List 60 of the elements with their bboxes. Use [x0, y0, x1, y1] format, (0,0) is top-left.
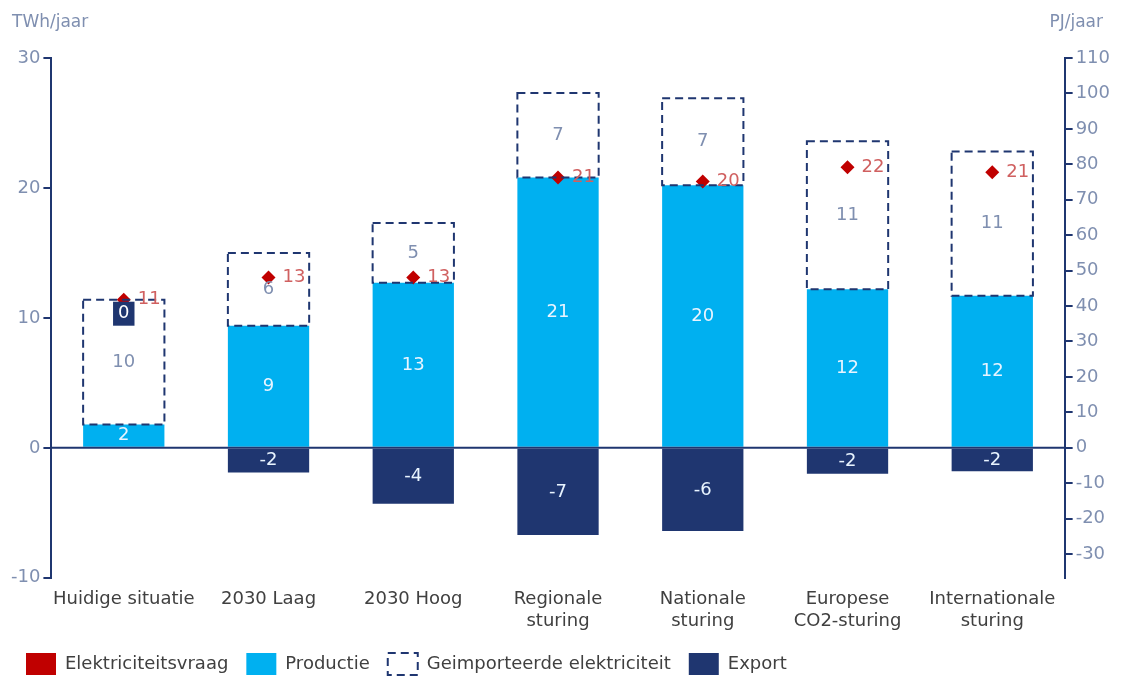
data-label: 21 [1006, 160, 1030, 182]
data-label: 13 [427, 265, 451, 287]
y2-tick-label: 60 [1075, 222, 1099, 244]
data-label: 10 [112, 349, 136, 371]
data-label: -2 [838, 449, 857, 471]
data-label: 11 [836, 202, 859, 224]
y-tick-label: -10 [10, 565, 41, 587]
data-label: -2 [259, 448, 278, 470]
y-tick-label: 0 [28, 435, 41, 457]
y2-tick-label: 90 [1075, 116, 1099, 138]
y2-tick-label: 10 [1075, 400, 1099, 421]
data-label: 6 [262, 276, 275, 298]
y-tick-label: 10 [17, 305, 41, 327]
data-label: -7 [549, 479, 567, 501]
legend-label: Export [727, 651, 787, 673]
y2-axis-title: PJ/jaar [1049, 10, 1103, 31]
data-label: 9 [262, 373, 275, 395]
data-label: 13 [401, 352, 425, 374]
y-tick-label: 30 [17, 45, 41, 67]
y2-tick-label: -10 [1075, 470, 1106, 492]
x-tick-label: Internationale sturing [929, 587, 1056, 630]
y2-tick-label: -30 [1075, 541, 1106, 563]
data-label: -6 [693, 477, 712, 499]
y2-tick-label: 50 [1075, 258, 1099, 280]
data-label: 5 [407, 240, 419, 262]
data-label: 7 [697, 129, 709, 151]
data-label: 12 [980, 359, 1004, 380]
y-axis-title: TWh/jaar [11, 10, 89, 31]
data-label: 0 [118, 301, 130, 323]
x-tick-label: Europese CO2-sturing [793, 587, 902, 630]
legend-label: Geimporteerde elektriciteit [426, 651, 671, 673]
y2-tick-label: 100 [1075, 81, 1110, 103]
y2-tick-label: -20 [1075, 506, 1106, 528]
data-label: -4 [404, 463, 423, 485]
data-label: 13 [282, 265, 306, 287]
y2-tick-label: 80 [1075, 151, 1099, 173]
legend-label: Productie [285, 651, 370, 673]
y2-tick-label: 20 [1075, 364, 1099, 386]
x-tick-label: Huidige situatie [52, 587, 195, 609]
data-label: 20 [716, 169, 740, 191]
data-label: -2 [983, 447, 1002, 469]
data-label: 21 [572, 165, 595, 187]
data-label: 20 [691, 303, 715, 325]
y2-tick-label: 70 [1075, 187, 1099, 209]
legend-label: Elektriciteitsvraag [65, 651, 229, 673]
data-label: 21 [546, 299, 570, 321]
x-tick-label: 2030 Hoog [364, 587, 463, 609]
y-tick-label: 20 [17, 175, 41, 197]
x-tick-label: Regionale sturing [513, 587, 603, 630]
data-label: 7 [552, 122, 564, 144]
data-label: 11 [980, 211, 1004, 233]
data-label: 22 [861, 154, 885, 176]
y2-tick-label: 40 [1075, 293, 1099, 315]
y2-tick-label: 0 [1075, 435, 1088, 457]
x-tick-label: Nationale sturing [659, 587, 746, 630]
data-label: 2 [118, 423, 130, 445]
x-tick-label: 2030 Laag [221, 587, 317, 609]
data-label: 12 [836, 355, 859, 377]
y2-tick-label: 30 [1075, 329, 1099, 351]
y2-tick-label: 110 [1075, 45, 1110, 67]
